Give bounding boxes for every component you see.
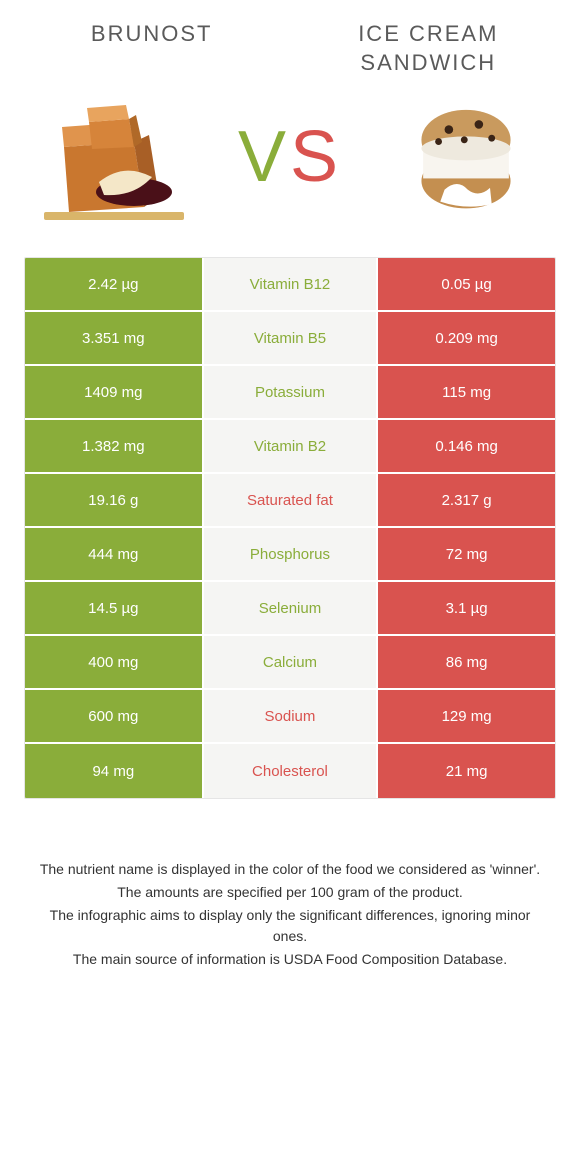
footer-line-2: The amounts are specified per 100 gram o… [34,882,546,903]
nutrient-name-cell: Vitamin B12 [202,258,379,310]
right-value-cell: 72 mg [378,528,555,580]
right-value-cell: 115 mg [378,366,555,418]
right-value-cell: 129 mg [378,690,555,742]
left-value-cell: 94 mg [25,744,202,798]
table-row: 400 mgCalcium86 mg [25,636,555,690]
right-value-cell: 0.209 mg [378,312,555,364]
right-value-cell: 86 mg [378,636,555,688]
ice-cream-sandwich-image [386,87,546,227]
left-value-cell: 400 mg [25,636,202,688]
right-value-cell: 0.146 mg [378,420,555,472]
left-value-cell: 14.5 µg [25,582,202,634]
left-value-cell: 3.351 mg [25,312,202,364]
table-row: 2.42 µgVitamin B120.05 µg [25,258,555,312]
nutrient-name-cell: Potassium [202,366,379,418]
nutrient-name-cell: Vitamin B5 [202,312,379,364]
right-value-cell: 21 mg [378,744,555,798]
nutrient-name-cell: Phosphorus [202,528,379,580]
page-container: BRUNOST ICE CREAM SANDWICH VS [0,0,580,992]
right-value-cell: 2.317 g [378,474,555,526]
vs-v-letter: V [238,117,290,197]
right-food-title: ICE CREAM SANDWICH [301,20,556,77]
right-value-cell: 3.1 µg [378,582,555,634]
left-value-cell: 19.16 g [25,474,202,526]
vs-s-letter: S [290,117,342,197]
table-row: 3.351 mgVitamin B50.209 mg [25,312,555,366]
images-row: VS [24,87,556,227]
table-row: 600 mgSodium129 mg [25,690,555,744]
footer-line-3: The infographic aims to display only the… [34,905,546,947]
vs-label: VS [238,116,342,198]
nutrient-name-cell: Saturated fat [202,474,379,526]
table-row: 94 mgCholesterol21 mg [25,744,555,798]
nutrient-name-cell: Calcium [202,636,379,688]
footer-line-1: The nutrient name is displayed in the co… [34,859,546,880]
left-value-cell: 2.42 µg [25,258,202,310]
left-food-title: BRUNOST [24,20,279,49]
nutrient-name-cell: Vitamin B2 [202,420,379,472]
left-value-cell: 1409 mg [25,366,202,418]
left-value-cell: 444 mg [25,528,202,580]
brunost-image [34,87,194,227]
nutrient-name-cell: Cholesterol [202,744,379,798]
table-row: 19.16 gSaturated fat2.317 g [25,474,555,528]
footer-line-4: The main source of information is USDA F… [34,949,546,970]
left-value-cell: 600 mg [25,690,202,742]
right-value-cell: 0.05 µg [378,258,555,310]
table-row: 1409 mgPotassium115 mg [25,366,555,420]
nutrition-table: 2.42 µgVitamin B120.05 µg3.351 mgVitamin… [24,257,556,799]
table-row: 1.382 mgVitamin B20.146 mg [25,420,555,474]
left-value-cell: 1.382 mg [25,420,202,472]
table-row: 444 mgPhosphorus72 mg [25,528,555,582]
footer-notes: The nutrient name is displayed in the co… [24,859,556,970]
nutrient-name-cell: Selenium [202,582,379,634]
nutrient-name-cell: Sodium [202,690,379,742]
table-row: 14.5 µgSelenium3.1 µg [25,582,555,636]
header-row: BRUNOST ICE CREAM SANDWICH [24,20,556,77]
